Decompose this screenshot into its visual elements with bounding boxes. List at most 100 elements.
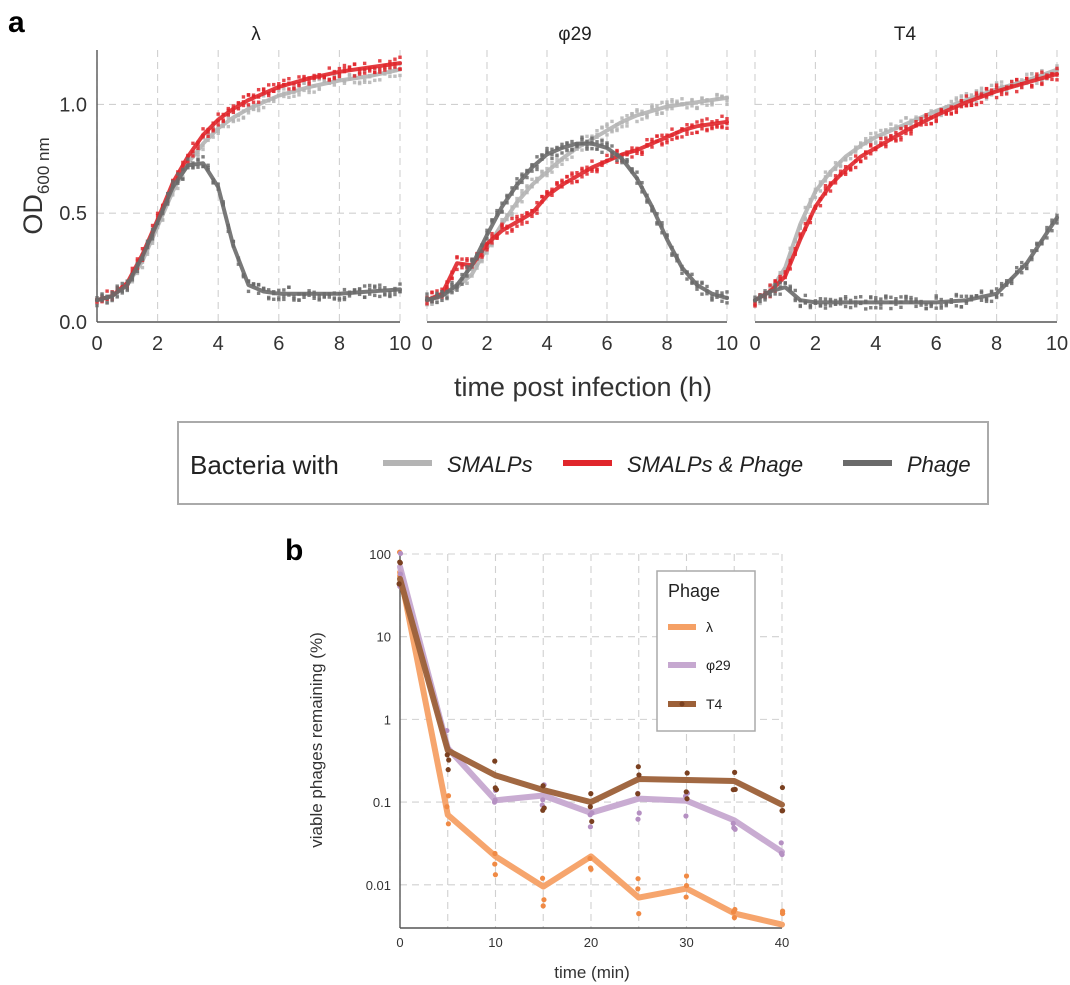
series-line-t4-phage [753,215,1059,305]
data-point-phi29-phage [685,277,689,281]
data-point-lambda-smalps [317,77,321,82]
data-point-lambda-smalps-phage [236,107,241,111]
data-point-phi29-smalps-phage [605,153,609,158]
data-point-phi29-smalps [605,122,609,126]
data-point-t4-smalps [969,93,974,97]
data-point-b-lambda [731,915,737,921]
data-point-phi29-phage [635,170,639,174]
data-point-t4-smalps-phage [1040,82,1044,87]
data-point-lambda-phage [292,297,296,301]
data-point-phi29-smalps [695,106,699,110]
data-point-lambda-phage [388,293,392,298]
data-point-lambda-phage [368,283,372,288]
panel-b-y-axis-label: viable phages remaining (%) [307,632,326,847]
panel-b-x-axis-label: time (min) [554,963,630,982]
data-point-t4-phage [904,297,908,302]
data-point-lambda-phage [327,295,331,299]
data-point-phi29-phage [560,151,564,155]
data-point-lambda-smalps-phage [357,70,362,74]
data-point-phi29-smalps-phage [635,151,639,156]
data-point-phi29-smalps [650,106,654,110]
data-point-phi29-smalps [520,189,524,193]
data-point-b-phi29 [778,840,784,846]
legend-a-label-phage: Phage [907,452,971,477]
data-point-phi29-smalps-phage [585,172,589,176]
data-point-t4-phage [1050,229,1054,233]
data-point-lambda-phage [307,289,311,293]
data-point-t4-phage [838,298,843,302]
data-point-phi29-phage [585,139,589,144]
data-point-lambda-phage [95,303,99,308]
data-point-phi29-smalps-phage [545,190,549,195]
data-point-phi29-smalps [605,124,609,128]
data-point-b-t4 [589,818,595,825]
data-point-phi29-smalps-phage [725,126,729,130]
data-point-b-t4 [540,807,546,813]
data-point-phi29-phage [575,144,579,149]
data-point-b-lambda [779,910,786,916]
data-point-t4-smalps [954,98,959,102]
x-tick-label-b: 30 [679,935,693,950]
data-point-phi29-smalps-phage [660,133,664,137]
data-point-phi29-smalps-phage [550,187,554,191]
data-point-t4-phage [1030,249,1034,253]
data-point-phi29-phage [695,287,699,291]
data-point-t4-phage [778,281,782,285]
data-point-lambda-smalps [236,118,241,122]
data-point-lambda-smalps-phage [357,72,362,76]
data-point-b-lambda [492,861,498,867]
data-point-lambda-phage [292,294,296,299]
data-point-t4-phage [823,306,828,310]
data-point-phi29-smalps-phage [460,266,464,270]
data-point-phi29-phage [460,272,464,277]
data-point-phi29-smalps-phage [650,145,654,149]
data-point-phi29-phage [720,299,724,303]
data-point-t4-phage [964,294,969,298]
data-point-t4-phage [773,282,777,287]
data-point-lambda-phage [120,281,124,286]
data-point-t4-smalps-phage [843,172,848,177]
data-point-t4-smalps-phage [924,122,928,127]
data-point-phi29-phage [460,282,464,286]
data-point-t4-phage [879,302,883,307]
data-point-lambda-smalps-phage [267,83,271,87]
data-point-t4-smalps [864,136,868,141]
data-point-t4-smalps-phage [934,119,938,124]
data-point-lambda-smalps-phage [378,67,382,71]
data-point-phi29-smalps [525,185,529,189]
data-point-t4-phage [808,305,813,310]
data-point-t4-smalps [914,115,918,119]
data-point-lambda-phage [120,291,124,295]
data-point-lambda-phage [362,284,367,288]
legend-b-dot-phi29 [679,662,685,668]
data-point-t4-smalps-phage [853,154,858,158]
data-point-t4-smalps-phage [979,92,984,96]
data-point-phi29-phage [520,174,524,178]
data-point-t4-phage [793,288,797,293]
data-point-phi29-smalps-phage [700,127,704,131]
data-point-t4-phage [919,303,923,307]
data-point-b-lambda [732,906,738,913]
data-point-lambda-smalps-phage [140,246,145,251]
data-point-t4-smalps [949,99,953,104]
data-point-lambda-smalps-phage [155,211,160,216]
data-point-b-phi29 [540,797,546,803]
data-point-phi29-smalps-phage [580,175,584,179]
data-point-phi29-phage [660,221,664,225]
data-point-phi29-smalps-phage [455,267,459,272]
data-point-lambda-smalps [261,105,266,110]
data-point-t4-phage [818,297,823,301]
data-point-phi29-smalps-phage [535,200,539,205]
data-point-lambda-smalps-phage [378,59,382,63]
data-point-t4-smalps [813,195,818,200]
data-point-phi29-phage [590,146,594,151]
data-point-b-phi29 [730,820,736,826]
data-point-lambda-phage [378,286,382,291]
data-point-phi29-smalps [645,115,649,120]
data-point-lambda-smalps [287,95,291,100]
data-point-t4-smalps [899,119,903,123]
data-point-lambda-phage [277,297,281,302]
data-point-lambda-smalps [241,115,246,119]
data-point-phi29-smalps [435,298,439,302]
data-point-phi29-smalps-phage [690,123,694,127]
